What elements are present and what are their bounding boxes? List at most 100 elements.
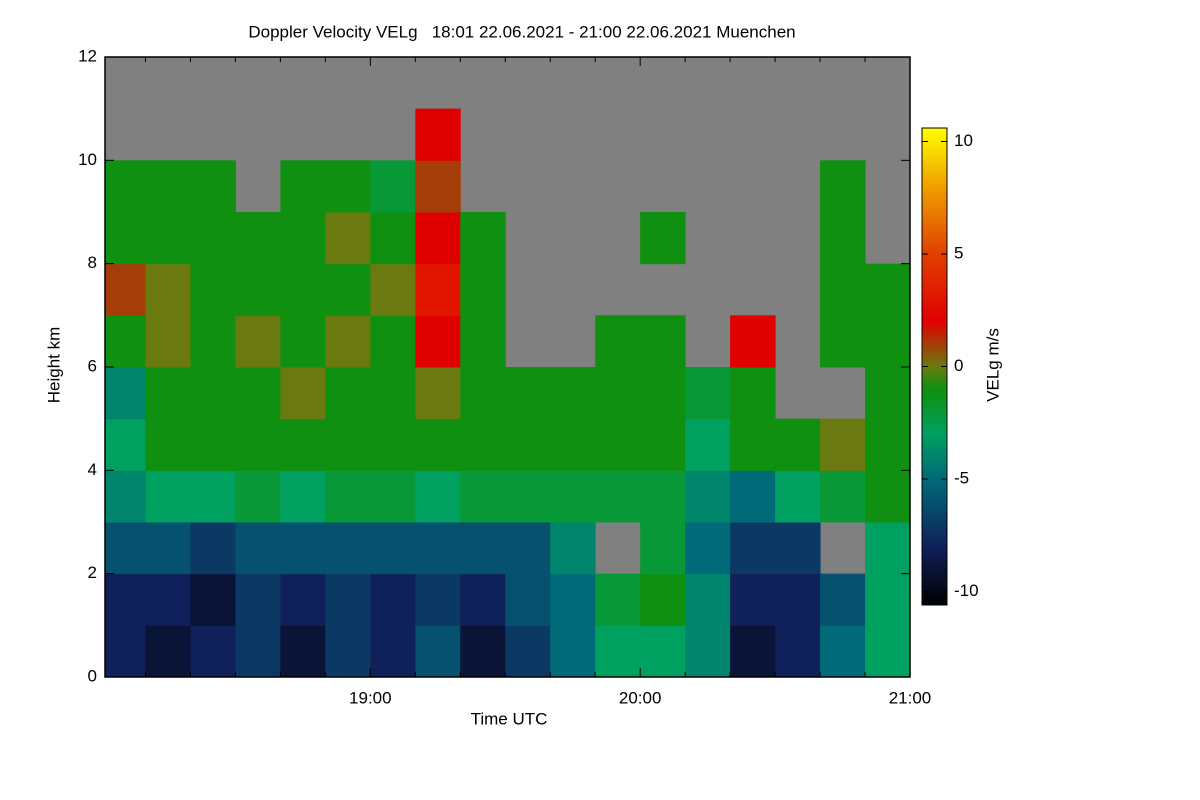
heatmap-cell: [730, 367, 776, 420]
heatmap-cell: [415, 625, 461, 678]
heatmap-cell: [415, 160, 461, 213]
heatmap-cell: [685, 470, 731, 523]
heatmap-cell: [145, 573, 191, 626]
heatmap-cell: [865, 263, 911, 316]
heatmap-cell: [775, 522, 821, 575]
heatmap-cell: [595, 418, 641, 471]
heatmap-cell: [190, 315, 236, 368]
y-tick-label: 2: [88, 563, 97, 582]
heatmap-cell: [820, 625, 866, 678]
heatmap-cell: [235, 625, 281, 678]
heatmap-cell: [190, 573, 236, 626]
heatmap-cell: [370, 367, 416, 420]
heatmap-cell: [190, 418, 236, 471]
heatmap-cell: [105, 212, 146, 265]
colorbar-tick-label: -5: [954, 468, 969, 487]
heatmap-cell: [730, 522, 776, 575]
heatmap-cell: [145, 263, 191, 316]
heatmap: [105, 57, 911, 678]
x-tick-label: 21:00: [889, 688, 932, 707]
heatmap-cell: [460, 625, 506, 678]
heatmap-cell: [820, 160, 866, 213]
heatmap-cell: [550, 367, 596, 420]
heatmap-cell: [640, 212, 686, 265]
heatmap-cell: [325, 160, 371, 213]
heatmap-cell: [550, 522, 596, 575]
heatmap-cell: [145, 160, 191, 213]
heatmap-cell: [325, 263, 371, 316]
heatmap-cell: [595, 470, 641, 523]
x-axis-label: Time UTC: [471, 709, 548, 728]
heatmap-cell: [235, 418, 281, 471]
x-tick-label: 20:00: [619, 688, 662, 707]
heatmap-cell: [105, 470, 146, 523]
heatmap-cell: [145, 367, 191, 420]
heatmap-cell: [280, 470, 326, 523]
heatmap-cell: [105, 367, 146, 420]
heatmap-cell: [550, 625, 596, 678]
heatmap-cell: [280, 160, 326, 213]
heatmap-cell: [640, 418, 686, 471]
heatmap-cell: [640, 522, 686, 575]
heatmap-cell: [820, 315, 866, 368]
heatmap-cell: [640, 625, 686, 678]
chart-title: Doppler Velocity VELg 18:01 22.06.2021 -…: [248, 22, 795, 41]
heatmap-cell: [370, 315, 416, 368]
heatmap-cell: [505, 522, 551, 575]
heatmap-cell: [640, 367, 686, 420]
heatmap-cell: [550, 573, 596, 626]
colorbar-tick-label: 0: [954, 356, 963, 375]
heatmap-cell: [190, 625, 236, 678]
y-axis-label: Height km: [44, 327, 63, 404]
heatmap-cell: [415, 108, 461, 161]
heatmap-cell: [105, 522, 146, 575]
heatmap-cell: [865, 573, 911, 626]
heatmap-cell: [415, 212, 461, 265]
colorbar-label: VELg m/s: [983, 328, 1002, 402]
heatmap-cell: [685, 418, 731, 471]
heatmap-cell: [505, 573, 551, 626]
heatmap-cell: [685, 625, 731, 678]
heatmap-cell: [685, 367, 731, 420]
x-tick-label: 19:00: [349, 688, 392, 707]
heatmap-cell: [505, 470, 551, 523]
heatmap-cell: [460, 522, 506, 575]
heatmap-cell: [595, 573, 641, 626]
heatmap-cell: [415, 470, 461, 523]
heatmap-cell: [325, 573, 371, 626]
heatmap-cell: [235, 470, 281, 523]
heatmap-cell: [415, 573, 461, 626]
heatmap-cell: [325, 470, 371, 523]
heatmap-cell: [550, 470, 596, 523]
heatmap-cell: [415, 315, 461, 368]
heatmap-cell: [550, 418, 596, 471]
heatmap-cell: [235, 367, 281, 420]
heatmap-cell: [640, 315, 686, 368]
heatmap-cell: [235, 315, 281, 368]
heatmap-cell: [280, 315, 326, 368]
heatmap-cell: [865, 625, 911, 678]
heatmap-cell: [505, 625, 551, 678]
y-tick-label: 6: [88, 356, 97, 375]
heatmap-cell: [190, 470, 236, 523]
heatmap-cell: [730, 470, 776, 523]
heatmap-cell: [820, 212, 866, 265]
heatmap-cell: [775, 418, 821, 471]
heatmap-cell: [820, 263, 866, 316]
heatmap-cell: [460, 315, 506, 368]
heatmap-cell: [370, 522, 416, 575]
heatmap-cell: [280, 367, 326, 420]
heatmap-cell: [325, 315, 371, 368]
y-tick-label: 8: [88, 253, 97, 272]
heatmap-cell: [105, 418, 146, 471]
y-tick-label: 0: [88, 666, 97, 685]
heatmap-cell: [280, 263, 326, 316]
heatmap-cell: [730, 573, 776, 626]
heatmap-cell: [415, 522, 461, 575]
heatmap-cell: [325, 367, 371, 420]
heatmap-cell: [280, 573, 326, 626]
heatmap-cell: [190, 522, 236, 575]
heatmap-cell: [730, 315, 776, 368]
heatmap-cell: [460, 573, 506, 626]
heatmap-cell: [460, 263, 506, 316]
